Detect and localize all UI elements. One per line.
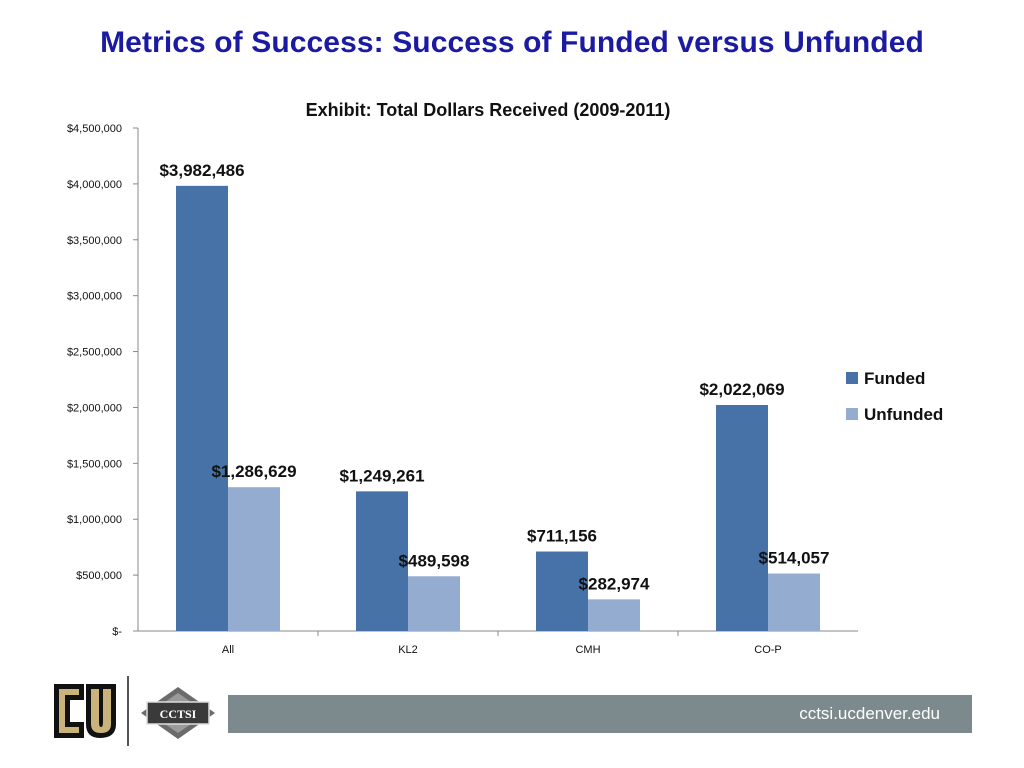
cctsi-logo-text: CCTSI: [160, 707, 197, 721]
chart-title: Exhibit: Total Dollars Received (2009-20…: [306, 100, 671, 120]
data-label: $1,286,629: [211, 462, 296, 481]
footer-bar: cctsi.ucdenver.edu: [228, 695, 972, 733]
bar-chart: Exhibit: Total Dollars Received (2009-20…: [67, 100, 943, 656]
bar-funded-cmh: [536, 551, 588, 631]
bar-funded-cop: [716, 404, 768, 631]
x-tick-label: CO-P: [754, 644, 782, 656]
x-tick-label: CMH: [575, 644, 600, 656]
legend-swatch-funded: [846, 372, 858, 384]
y-tick-label: $-: [112, 626, 122, 638]
footer-url[interactable]: cctsi.ucdenver.edu: [799, 704, 940, 723]
y-tick-label: $2,000,000: [67, 402, 122, 414]
x-tick-label: KL2: [398, 644, 418, 656]
y-tick-label: $4,500,000: [67, 123, 122, 135]
bar-funded-kl2: [356, 491, 408, 631]
legend-label-unfunded: Unfunded: [864, 405, 943, 424]
legend-swatch-unfunded: [846, 408, 858, 420]
y-tick-label: $1,500,000: [67, 458, 122, 470]
data-label: $711,156: [527, 527, 597, 546]
x-tick-label: All: [222, 644, 234, 656]
bar-unfunded-cmh: [588, 599, 640, 631]
bar-funded-all: [176, 185, 228, 631]
data-label: $2,022,069: [699, 380, 784, 399]
data-label: $514,057: [759, 549, 830, 568]
data-label: $282,974: [579, 574, 650, 593]
cctsi-logo-icon: CCTSI: [141, 687, 215, 739]
y-tick-label: $4,000,000: [67, 179, 122, 191]
legend-label-funded: Funded: [864, 369, 925, 388]
bar-unfunded-kl2: [408, 576, 460, 631]
y-tick-label: $500,000: [76, 570, 122, 582]
bar-unfunded-all: [228, 487, 280, 631]
data-label: $3,982,486: [159, 161, 244, 180]
data-label: $1,249,261: [339, 466, 424, 485]
y-tick-label: $3,000,000: [67, 291, 122, 303]
data-label: $489,598: [399, 551, 470, 570]
slide-title: Metrics of Success: Success of Funded ve…: [100, 26, 924, 59]
y-tick-label: $3,500,000: [67, 235, 122, 247]
bar-unfunded-cop: [768, 573, 820, 631]
cu-logo-icon: [54, 684, 116, 738]
y-tick-label: $2,500,000: [67, 347, 122, 359]
footer-divider: [127, 676, 129, 746]
y-tick-label: $1,000,000: [67, 514, 122, 526]
